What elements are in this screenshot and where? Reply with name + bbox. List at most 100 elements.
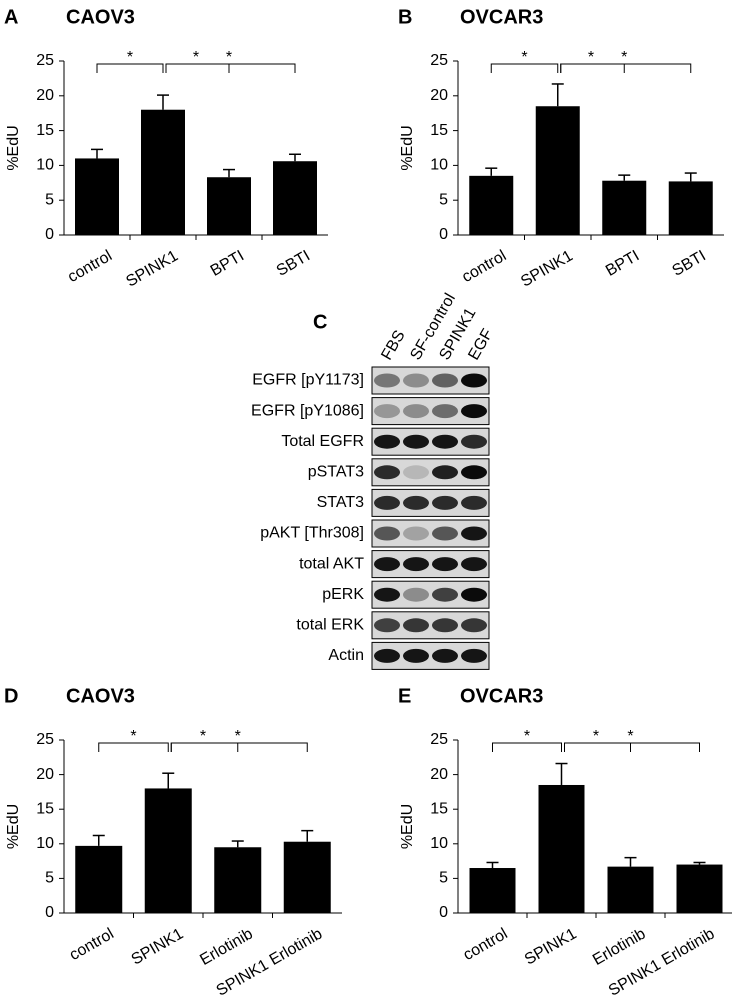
chart-title: OVCAR3 bbox=[460, 685, 543, 707]
bar bbox=[75, 158, 119, 235]
blot-band bbox=[461, 404, 487, 419]
blot-band bbox=[461, 526, 487, 541]
significance-bracket bbox=[165, 63, 296, 73]
blot-band bbox=[403, 648, 429, 663]
y-tick-label: 10 bbox=[36, 835, 54, 852]
y-tick-label: 10 bbox=[36, 157, 54, 174]
significance-bracket bbox=[490, 63, 559, 73]
x-tick-label: control bbox=[65, 247, 115, 286]
blot-band bbox=[432, 648, 458, 663]
bar bbox=[144, 788, 192, 913]
x-tick-label: control bbox=[459, 247, 509, 286]
y-tick-label: 25 bbox=[36, 52, 54, 69]
chart-title: OVCAR3 bbox=[460, 6, 543, 28]
panel-label: A bbox=[4, 6, 18, 28]
bar bbox=[602, 180, 647, 235]
y-tick-label: 25 bbox=[430, 731, 448, 748]
blot-band bbox=[374, 557, 400, 572]
blot-band bbox=[432, 618, 458, 633]
blot-band bbox=[461, 495, 487, 510]
y-tick-label: 20 bbox=[430, 87, 448, 104]
blot-band bbox=[403, 526, 429, 541]
y-tick-label: 20 bbox=[430, 766, 448, 783]
blot-band bbox=[461, 648, 487, 663]
blot-band bbox=[461, 434, 487, 449]
x-tick-label: Erlotinib bbox=[197, 925, 256, 969]
blot-band bbox=[403, 618, 429, 633]
blot-band bbox=[432, 373, 458, 388]
bar bbox=[141, 109, 185, 235]
row-label: total AKT bbox=[299, 555, 364, 572]
bar bbox=[668, 181, 713, 235]
row-label: EGFR [pY1173] bbox=[252, 372, 364, 389]
row-label: Total EGFR bbox=[281, 433, 364, 450]
blot-band bbox=[374, 618, 400, 633]
blot-band bbox=[461, 465, 487, 480]
lane-label: EGF bbox=[465, 326, 496, 363]
row-label: pSTAT3 bbox=[308, 464, 364, 481]
significance-bracket bbox=[170, 742, 308, 752]
bar bbox=[207, 177, 251, 235]
bar bbox=[676, 864, 723, 913]
x-tick-label: Erlotinib bbox=[590, 925, 649, 969]
x-tick-label: SPINK1 bbox=[518, 247, 576, 290]
blot-band bbox=[432, 526, 458, 541]
y-tick-label: 25 bbox=[430, 52, 448, 69]
blot-band bbox=[461, 618, 487, 633]
blot-band bbox=[374, 648, 400, 663]
y-tick-label: 15 bbox=[430, 800, 448, 817]
significance-label: * bbox=[621, 49, 627, 66]
y-tick-label: 25 bbox=[36, 731, 54, 748]
row-label: STAT3 bbox=[317, 494, 365, 511]
significance-label: * bbox=[524, 728, 530, 745]
row-label: pAKT [Thr308] bbox=[260, 525, 364, 542]
y-tick-label: 15 bbox=[430, 122, 448, 139]
blot-band bbox=[432, 404, 458, 419]
x-tick-label: SBTI bbox=[274, 247, 313, 280]
chart-title: CAOV3 bbox=[66, 685, 135, 707]
significance-bracket bbox=[96, 63, 164, 73]
blot-band bbox=[403, 495, 429, 510]
significance-label: * bbox=[130, 728, 136, 745]
x-tick-label: SBTI bbox=[670, 247, 709, 280]
y-tick-label: 5 bbox=[45, 191, 54, 208]
blot-band bbox=[432, 465, 458, 480]
x-tick-label: BPTI bbox=[603, 247, 642, 280]
significance-label: * bbox=[226, 49, 232, 66]
y-tick-label: 5 bbox=[45, 870, 54, 887]
blot-band bbox=[432, 587, 458, 602]
row-label: total ERK bbox=[296, 617, 364, 634]
significance-label: * bbox=[200, 728, 206, 745]
x-tick-label: SPINK1 bbox=[123, 247, 181, 290]
bar bbox=[538, 784, 585, 913]
x-tick-label: SPINK1 bbox=[522, 925, 580, 968]
blot-band bbox=[432, 495, 458, 510]
y-tick-label: 20 bbox=[36, 766, 54, 783]
y-tick-label: 0 bbox=[439, 904, 448, 921]
blot-band bbox=[374, 404, 400, 419]
bar bbox=[273, 161, 317, 235]
bar bbox=[283, 841, 331, 913]
x-tick-label: control bbox=[67, 925, 117, 964]
bar bbox=[75, 845, 123, 913]
bar bbox=[469, 175, 514, 235]
blot-band bbox=[461, 587, 487, 602]
chart-title: CAOV3 bbox=[66, 6, 135, 28]
significance-bracket bbox=[564, 742, 700, 752]
panel-label: E bbox=[398, 685, 411, 707]
blot-band bbox=[432, 434, 458, 449]
y-axis-label: %EdU bbox=[5, 125, 22, 170]
significance-label: * bbox=[627, 728, 633, 745]
significance-label: * bbox=[127, 49, 133, 66]
blot-band bbox=[374, 495, 400, 510]
blot-band bbox=[461, 557, 487, 572]
panel-label: B bbox=[398, 6, 412, 28]
blot-band bbox=[432, 557, 458, 572]
panel-label: D bbox=[4, 685, 18, 707]
blot-band bbox=[403, 587, 429, 602]
blot-band bbox=[374, 465, 400, 480]
y-tick-label: 0 bbox=[45, 226, 54, 243]
y-tick-label: 20 bbox=[36, 87, 54, 104]
blot-band bbox=[403, 557, 429, 572]
blot-band bbox=[374, 373, 400, 388]
